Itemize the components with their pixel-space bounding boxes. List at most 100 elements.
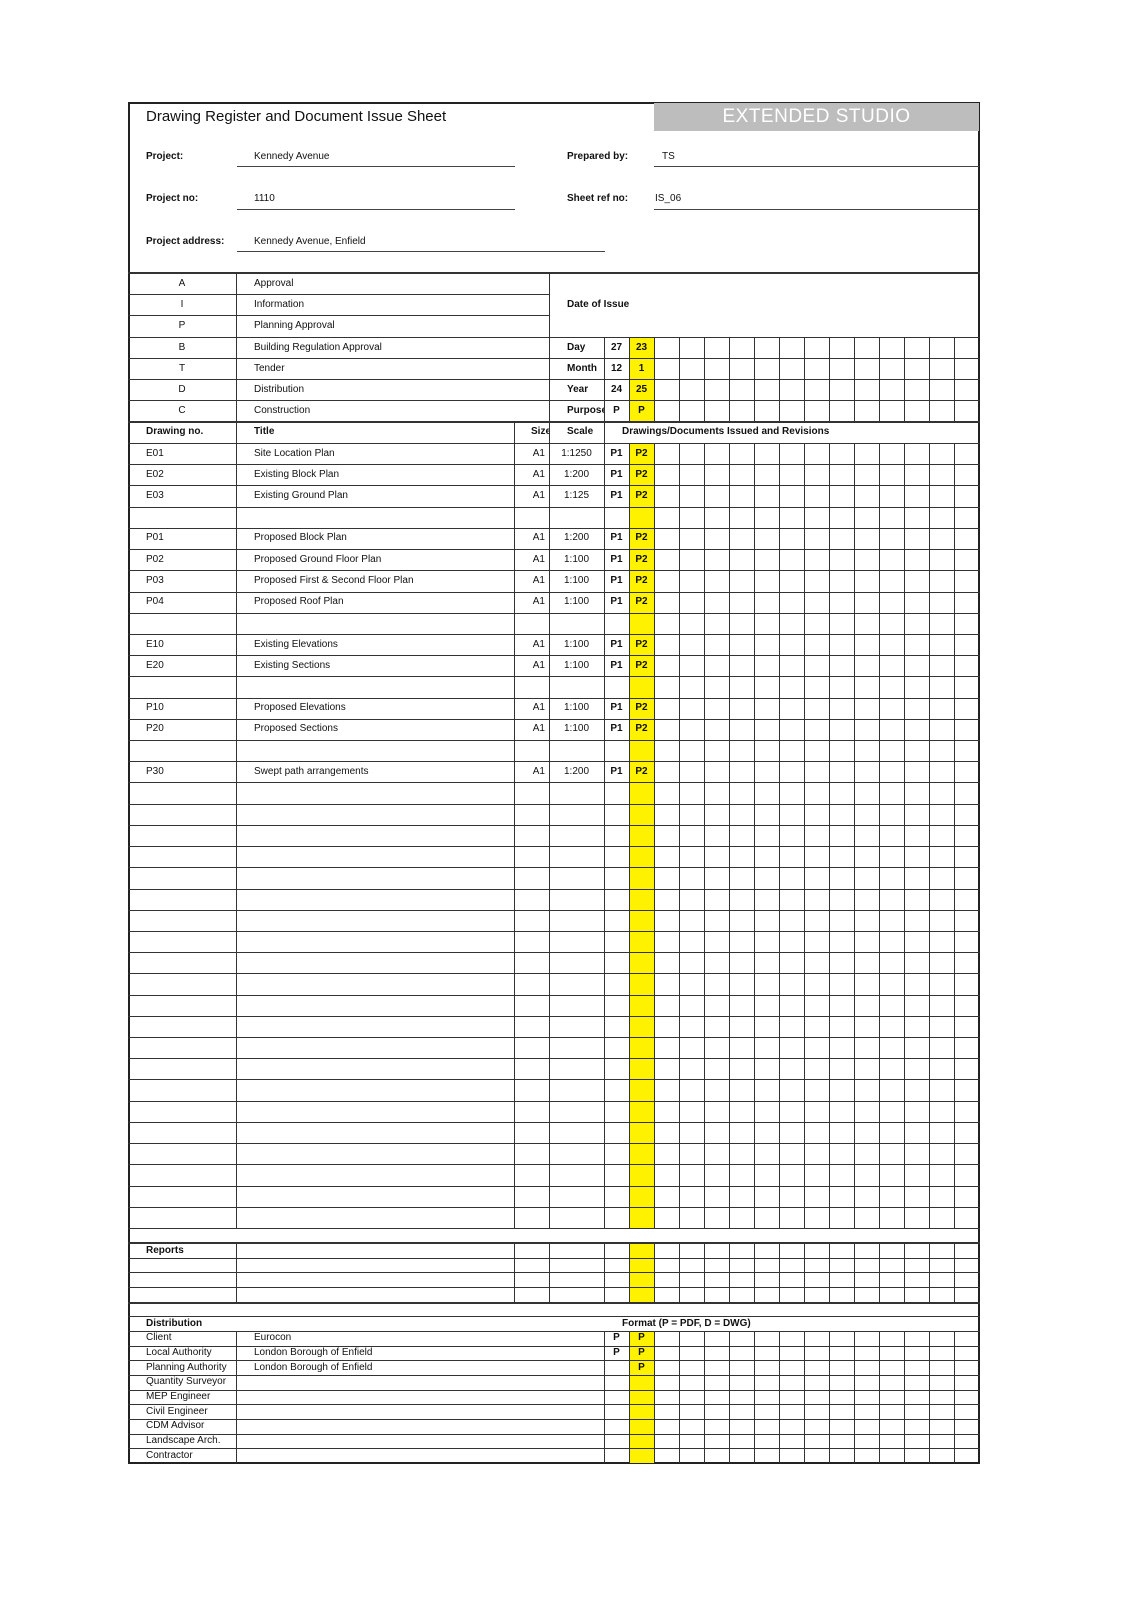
issue-value: 12 [610, 362, 623, 374]
grid-line [128, 485, 980, 486]
distribution-format: P [638, 1346, 645, 1358]
issue-value: 25 [635, 383, 648, 395]
grid-line [679, 337, 680, 421]
distribution-label: Distribution [146, 1318, 203, 1329]
drawing-scale: 1:200 [563, 468, 590, 480]
grid-line [128, 1331, 980, 1332]
distribution-format: P [638, 1361, 645, 1373]
grid-line [128, 825, 980, 826]
issue-row-label: Year [567, 383, 589, 395]
grid-line [829, 1331, 830, 1463]
drawing-revision: P1 [610, 532, 623, 544]
purpose-label: Building Regulation Approval [254, 341, 382, 353]
drawing-revision: P2 [635, 659, 648, 671]
grid-line [879, 443, 880, 1228]
issue-row-label: Day [567, 341, 586, 353]
grid-line [128, 1228, 980, 1229]
grid-line [654, 1243, 655, 1302]
drawing-size: A1 [532, 765, 545, 777]
grid-line [754, 443, 755, 1228]
issue-row-label: Purpose [567, 404, 604, 416]
grid-line [854, 443, 855, 1228]
purpose-code: A [178, 277, 186, 289]
grid-line [128, 1346, 980, 1347]
grid-line [128, 421, 980, 423]
grid-line [954, 1331, 955, 1463]
grid-line [954, 1243, 955, 1302]
drawing-revision: P2 [635, 553, 648, 565]
purpose-label: Information [254, 298, 305, 310]
grid-line [128, 1242, 980, 1244]
grid-line [929, 443, 930, 1228]
drawing-size: A1 [532, 659, 545, 671]
grid-line [829, 443, 830, 1228]
drawing-scale: 1:100 [563, 553, 590, 565]
drawing-size: A1 [532, 490, 545, 502]
grid-line [128, 761, 980, 762]
revisions-header: Drawings/Documents Issued and Revisions [622, 426, 830, 437]
grid-line [629, 337, 630, 421]
drawing-size: A1 [532, 447, 545, 459]
distribution-role: Local Authority [146, 1346, 212, 1358]
grid-line [604, 1331, 605, 1463]
issue-value: 24 [610, 383, 623, 395]
drawing-title: Proposed Block Plan [254, 532, 347, 544]
sheet-ref-value: IS_06 [655, 193, 682, 204]
purpose-code: T [178, 362, 186, 374]
drawing-scale: 1:1250 [561, 447, 592, 459]
distribution-format: P [638, 1332, 645, 1344]
issue-row-label: Month [567, 362, 597, 374]
drawing-scale: 1:200 [563, 765, 590, 777]
distribution-name [254, 1434, 504, 1449]
purpose-code: B [178, 341, 186, 353]
grid-line [729, 1331, 730, 1463]
drawing-scale: 1:100 [563, 702, 590, 714]
project-underline [237, 166, 515, 167]
project-label: Project: [146, 151, 184, 162]
grid-line [128, 1375, 980, 1376]
grid-line [604, 337, 605, 421]
grid-line [128, 1101, 980, 1102]
drawing-revision: P1 [610, 468, 623, 480]
grid-line [514, 1243, 515, 1302]
grid-line [236, 443, 237, 1228]
prepared-by-underline [654, 166, 979, 167]
purpose-code: C [178, 404, 186, 416]
drawing-size: A1 [532, 638, 545, 650]
grid-line [128, 1316, 980, 1317]
drawing-size: A1 [532, 702, 545, 714]
grid-line [128, 1207, 980, 1208]
prepared-by-value: TS [662, 151, 675, 162]
grid-line [128, 1404, 980, 1405]
grid-line [128, 1360, 980, 1361]
grid-line [604, 443, 605, 1228]
drawing-revision: P2 [635, 765, 648, 777]
grid-line [679, 1243, 680, 1302]
drawing-scale: 1:100 [563, 596, 590, 608]
grid-line [236, 273, 237, 421]
grid-line [128, 528, 980, 529]
grid-line [704, 337, 705, 421]
grid-line [128, 1164, 980, 1165]
distribution-role: Quantity Surveyor [146, 1376, 227, 1388]
purpose-code: P [178, 320, 186, 331]
drawing-number: P20 [146, 723, 164, 735]
grid-line [128, 867, 980, 868]
purpose-label: Approval [254, 277, 294, 289]
distribution-name [254, 1419, 504, 1434]
grid-line [128, 634, 980, 635]
grid-line [904, 337, 905, 421]
drawing-revision: P1 [610, 723, 623, 735]
grid-line [779, 443, 780, 1228]
grid-line [128, 1448, 980, 1449]
purpose-code: I [180, 298, 184, 310]
grid-line [128, 272, 980, 274]
grid-line [128, 973, 980, 974]
grid-line [128, 1272, 980, 1273]
distribution-name: Eurocon [254, 1332, 292, 1344]
grid-line [929, 337, 930, 421]
grid-line [128, 1058, 980, 1059]
drawing-title: Swept path arrangements [254, 765, 369, 777]
drawing-revision: P2 [635, 532, 648, 544]
grid-line [128, 952, 980, 953]
